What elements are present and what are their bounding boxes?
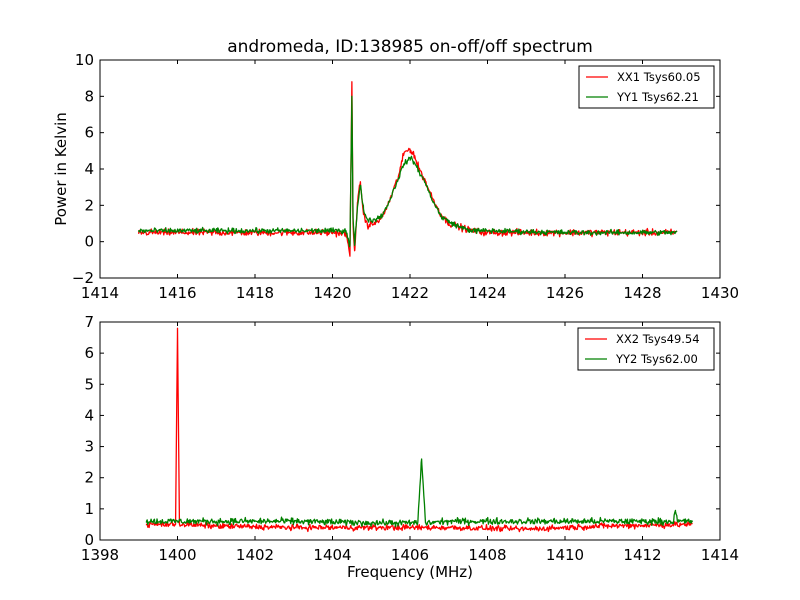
y-tick-label: 0	[84, 531, 94, 549]
y-tick-label: 2	[84, 469, 94, 487]
y-tick-label: 4	[84, 160, 94, 178]
x-tick-label: 1430	[701, 284, 739, 302]
legend-label: YY1 Tsys62.21	[616, 90, 699, 104]
x-tick-label: 1414	[81, 284, 119, 302]
legend-box	[578, 65, 715, 109]
y-tick-label: −2	[72, 269, 94, 287]
x-tick-label: 1406	[391, 546, 429, 564]
y-tick-label: 8	[84, 87, 94, 105]
x-tick-label: 1412	[623, 546, 661, 564]
x-tick-label: 1422	[391, 284, 429, 302]
y-tick-label: 4	[84, 406, 94, 424]
chart-title: andromeda, ID:138985 on-off/off spectrum	[227, 37, 593, 57]
y-tick-label: 6	[84, 344, 94, 362]
legend: XX2 Tsys49.54 YY2 Tsys62.00	[577, 327, 715, 371]
x-tick-label: 1404	[313, 546, 351, 564]
x-tick-label: 1420	[313, 284, 351, 302]
series-line	[145, 327, 693, 533]
x-tick-label: 1398	[81, 546, 119, 564]
series-2-2	[145, 458, 694, 528]
series-2-1	[145, 327, 693, 533]
legend-label: XX1 Tsys60.05	[617, 70, 701, 84]
x-tick-label: 1414	[701, 546, 739, 564]
x-tick-label: 1424	[468, 284, 506, 302]
x-tick-label: 1416	[158, 284, 196, 302]
y-tick-label: 1	[84, 500, 94, 518]
y-axis-label: Power in Kelvin	[52, 112, 70, 226]
x-tick-label: 1426	[546, 284, 584, 302]
series-line	[145, 458, 694, 528]
series-line	[138, 95, 678, 248]
y-tick-label: 7	[84, 313, 94, 331]
legend-label: YY2 Tsys62.00	[615, 352, 698, 366]
series-1-2	[138, 95, 678, 248]
y-tick-label: 2	[84, 196, 94, 214]
y-tick-label: 5	[84, 375, 94, 393]
y-tick-label: 0	[84, 233, 94, 251]
y-tick-label: 3	[84, 438, 94, 456]
y-tick-label: 6	[84, 124, 94, 142]
x-tick-label: 1418	[236, 284, 274, 302]
legend-box	[577, 327, 715, 371]
x-axis-label: Frequency (MHz)	[347, 563, 473, 581]
x-tick-label: 1410	[546, 546, 584, 564]
x-tick-label: 1400	[158, 546, 196, 564]
bottom-spectrum-plot: 1398 1400 1402 1404 1406 1408 1410 1412 1414 0 1 2 3…	[81, 313, 739, 564]
x-tick-label: 1408	[468, 546, 506, 564]
y-tick-label: 10	[75, 51, 94, 69]
x-tick-label: 1402	[236, 546, 274, 564]
legend-label: XX2 Tsys49.54	[616, 332, 700, 346]
top-spectrum-plot: 1414 1416 1418 1420 1422 1424 1426 1428 1430 −2 0 2…	[72, 51, 739, 302]
legend: XX1 Tsys60.05 YY1 Tsys62.21	[578, 65, 715, 109]
x-tick-label: 1428	[623, 284, 661, 302]
